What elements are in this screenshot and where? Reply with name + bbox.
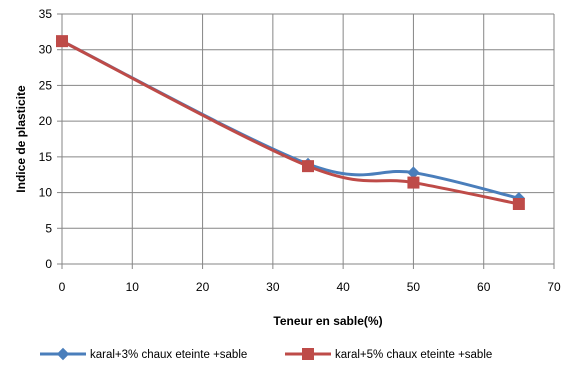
series-line [60, 39, 521, 206]
series-2 [56, 35, 525, 210]
x-tick-label: 10 [126, 280, 140, 294]
grid [62, 13, 555, 264]
legend-label: karal+5% chaux eteinte +sable [335, 349, 492, 361]
data-point [407, 166, 420, 179]
legend-item-1: karal+3% chaux eteinte +sable [40, 347, 247, 361]
series-group [55, 34, 526, 210]
x-tick-label: 50 [407, 280, 421, 294]
legend-marker [56, 347, 70, 361]
y-tick-label: 10 [39, 186, 53, 200]
data-point [407, 176, 420, 189]
x-tick-label: 0 [59, 280, 66, 294]
x-tick-label: 20 [196, 280, 210, 294]
y-tick-label: 5 [45, 221, 52, 235]
series-1 [55, 34, 526, 205]
y-tick-label: 35 [39, 7, 53, 21]
series-line [60, 39, 521, 200]
x-tick-label: 70 [547, 280, 561, 294]
y-tick-label: 20 [39, 114, 53, 128]
x-tick-label: 30 [266, 280, 280, 294]
y-tick-label: 30 [39, 43, 53, 57]
y-tick-labels: 0 5 10 15 20 25 30 35 [39, 7, 53, 271]
y-axis-title: Indice de plasticite [14, 85, 28, 193]
data-point [302, 160, 314, 173]
y-tick-label: 0 [45, 257, 52, 271]
data-point [56, 35, 68, 48]
y-tick-label: 15 [39, 150, 53, 164]
x-tick-label: 60 [477, 280, 491, 294]
legend-label: karal+3% chaux eteinte +sable [90, 349, 247, 361]
legend-marker [302, 348, 314, 360]
data-point [512, 198, 525, 210]
x-axis-title: Teneur en sable(%) [273, 314, 382, 328]
legend: karal+3% chaux eteinte +sable karal+5% ch… [40, 347, 492, 361]
x-tick-label: 40 [336, 280, 350, 294]
legend-item-2: karal+5% chaux eteinte +sable [285, 348, 492, 361]
x-tick-labels: 0 10 20 30 40 50 60 70 [59, 280, 561, 294]
y-tick-label: 25 [39, 78, 53, 92]
axes [57, 13, 555, 269]
